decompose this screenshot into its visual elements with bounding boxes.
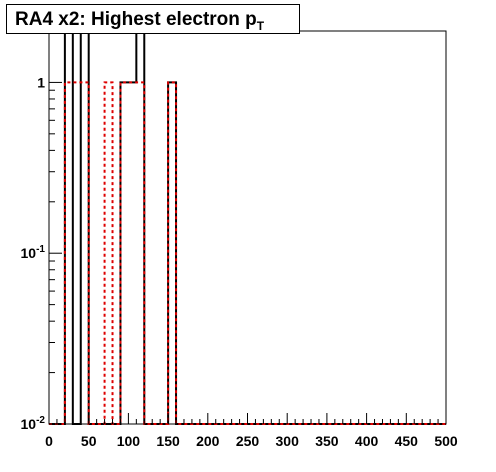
x-tick-label: 300 (276, 433, 300, 449)
x-tick-label: 0 (45, 433, 53, 449)
histogram-series-2 (49, 81, 446, 425)
x-tick-label: 200 (196, 433, 220, 449)
x-tick-label: 250 (236, 433, 260, 449)
x-tick-label: 450 (395, 433, 419, 449)
chart-title-subscript: T (256, 19, 265, 33)
x-tick-label: 500 (434, 433, 458, 449)
y-tick-label: 1 (37, 74, 45, 90)
x-tick-label: 150 (156, 433, 180, 449)
x-tick-label: 50 (81, 433, 97, 449)
y-tick-label-exponent: -2 (36, 415, 45, 426)
x-tick-label: 350 (315, 433, 339, 449)
chart-title: RA4 x2: Highest electron pT (6, 4, 300, 34)
plot-frame (48, 30, 447, 425)
chart-title-text: RA4 x2: Highest electron p (15, 9, 257, 30)
y-tick-label: 10-1 (21, 244, 46, 261)
x-tick-label: 100 (117, 433, 141, 449)
y-tick-label: 10-2 (21, 415, 46, 432)
histogram-series-1 (49, 30, 446, 425)
x-tick-label: 400 (355, 433, 379, 449)
y-tick-label-exponent: -1 (36, 244, 45, 255)
